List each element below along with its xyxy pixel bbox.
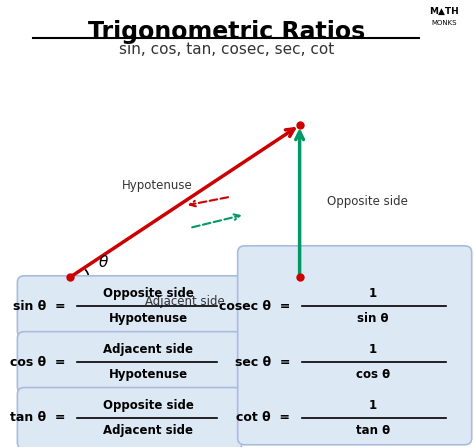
Text: Opposite side: Opposite side [327,194,408,208]
Text: sin θ  =: sin θ = [13,299,65,313]
Text: 1: 1 [369,399,377,412]
Text: sin, cos, tan, cosec, sec, cot: sin, cos, tan, cosec, sec, cot [118,42,334,58]
Text: Hypotenuse: Hypotenuse [109,368,188,381]
Text: Hypotenuse: Hypotenuse [109,312,188,325]
Text: sec θ  =: sec θ = [235,355,291,369]
Text: Adjacent side: Adjacent side [103,424,193,437]
FancyBboxPatch shape [18,276,242,337]
Text: cos θ: cos θ [356,368,390,381]
FancyBboxPatch shape [18,388,242,447]
Text: cosec θ  =: cosec θ = [219,299,291,313]
Text: Adjacent side: Adjacent side [145,295,225,308]
Text: MONKS: MONKS [431,20,457,26]
Text: 1: 1 [369,287,377,300]
Text: cot θ  =: cot θ = [237,411,291,425]
Text: Trigonometric Ratios: Trigonometric Ratios [88,20,365,44]
Text: sin θ: sin θ [357,312,389,325]
Text: Opposite side: Opposite side [103,287,193,300]
FancyBboxPatch shape [237,246,472,445]
Text: M▲TH: M▲TH [429,7,459,16]
FancyBboxPatch shape [18,332,242,393]
Text: tan θ: tan θ [356,424,390,437]
Text: $\theta$: $\theta$ [98,254,109,270]
Text: Adjacent side: Adjacent side [103,343,193,356]
Text: 1: 1 [369,343,377,356]
Text: Hypotenuse: Hypotenuse [122,179,193,192]
Text: Opposite side: Opposite side [103,399,193,412]
Text: tan θ  =: tan θ = [10,411,65,425]
Text: cos θ  =: cos θ = [10,355,65,369]
